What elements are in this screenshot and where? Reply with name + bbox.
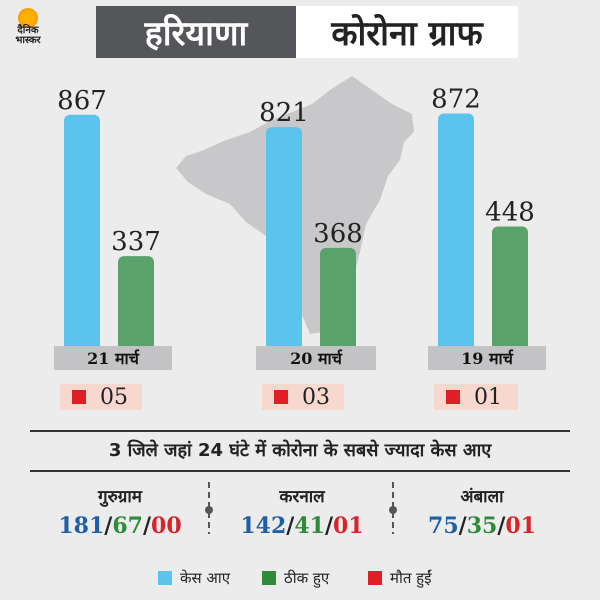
- bar-value-cases-2: 872: [431, 84, 481, 114]
- death-box-1: 03: [262, 384, 344, 410]
- district-name: अंबाला: [460, 487, 504, 507]
- district-recovered: 67: [112, 513, 143, 539]
- district-deaths: 01: [505, 513, 536, 539]
- legend-swatch-recovered: [262, 571, 276, 585]
- dainik-bhaskar-logo: दैनिक भास्कर: [6, 8, 50, 52]
- logo-sun-icon: [18, 8, 38, 28]
- district-recovered: 35: [466, 513, 498, 539]
- bar-value-recovered-0: 337: [111, 227, 161, 257]
- logo-text-bottom: भास्कर: [15, 35, 41, 46]
- legend-label-recovered: ठीक हुए: [284, 569, 330, 587]
- district-deaths: 01: [333, 513, 364, 539]
- legend-swatch-cases: [158, 571, 172, 585]
- district-1: करनाल 142/41/01: [212, 484, 392, 539]
- district-2: अंबाला 75/35/01: [392, 484, 572, 539]
- divider-top: [30, 430, 570, 432]
- bar-recovered-2: [492, 226, 528, 352]
- bar-cases-2: [438, 113, 474, 352]
- legend-cases: केस आए: [158, 568, 230, 588]
- logo-text-top: दैनिक: [17, 25, 39, 36]
- bar-recovered-0: [118, 256, 154, 352]
- death-count-2: 01: [474, 384, 502, 410]
- district-name: करनाल: [279, 487, 325, 507]
- district-deaths: 00: [151, 513, 182, 539]
- bar-recovered-1: [320, 247, 356, 352]
- bar-cases-0: [64, 114, 100, 352]
- stat-separator: /: [497, 513, 506, 539]
- districts-subtitle: 3 जिले जहां 24 घंटे में कोरोना के सबसे ज…: [108, 440, 492, 461]
- bar-value-cases-0: 867: [57, 86, 107, 116]
- bar-cases-1: [266, 127, 302, 352]
- stat-separator: /: [286, 513, 295, 539]
- legend-swatch-deaths: [368, 571, 382, 585]
- death-count-1: 03: [302, 384, 330, 410]
- district-cases: 142: [240, 513, 287, 539]
- death-count-0: 05: [100, 384, 128, 410]
- bar-value-recovered-2: 448: [485, 198, 535, 228]
- title-state: हरियाणा: [96, 6, 296, 58]
- stat-separator: /: [324, 513, 334, 539]
- legend-label-cases: केस आए: [180, 569, 231, 587]
- date-label-2: 19 मार्च: [428, 346, 546, 370]
- district-separator: [389, 482, 397, 534]
- date-label-1: 20 मार्च: [256, 346, 376, 370]
- bar-value-recovered-1: 368: [313, 219, 363, 249]
- death-box-0: 05: [60, 384, 142, 410]
- stat-separator: /: [104, 513, 113, 539]
- stat-separator: /: [142, 513, 152, 539]
- stat-separator: /: [458, 513, 467, 539]
- district-stats: 181/67/00: [30, 513, 210, 539]
- death-square-icon: [446, 390, 460, 404]
- legend-recovered: ठीक हुए: [262, 568, 329, 588]
- legend-label-deaths: मौत हुईं: [390, 569, 432, 587]
- district-name: गुरुग्राम: [98, 487, 142, 507]
- date-label-0: 21 मार्च: [54, 346, 172, 370]
- district-cases: 181: [58, 513, 105, 539]
- divider-bottom: [30, 470, 570, 472]
- district-stats: 142/41/01: [212, 513, 392, 539]
- district-separator: [205, 482, 213, 534]
- death-square-icon: [72, 390, 86, 404]
- district-cases: 75: [428, 513, 459, 539]
- death-square-icon: [274, 390, 288, 404]
- bar-value-cases-1: 821: [259, 98, 309, 128]
- district-0: गुरुग्राम 181/67/00: [30, 484, 210, 539]
- district-recovered: 41: [294, 513, 325, 539]
- title-graph: कोरोना ग्राफ: [296, 6, 518, 58]
- bar-chart: 867 337 821 368 872 448: [57, 76, 535, 352]
- district-stats: 75/35/01: [392, 513, 572, 539]
- death-box-2: 01: [434, 384, 518, 410]
- legend-deaths: मौत हुईं: [368, 568, 432, 588]
